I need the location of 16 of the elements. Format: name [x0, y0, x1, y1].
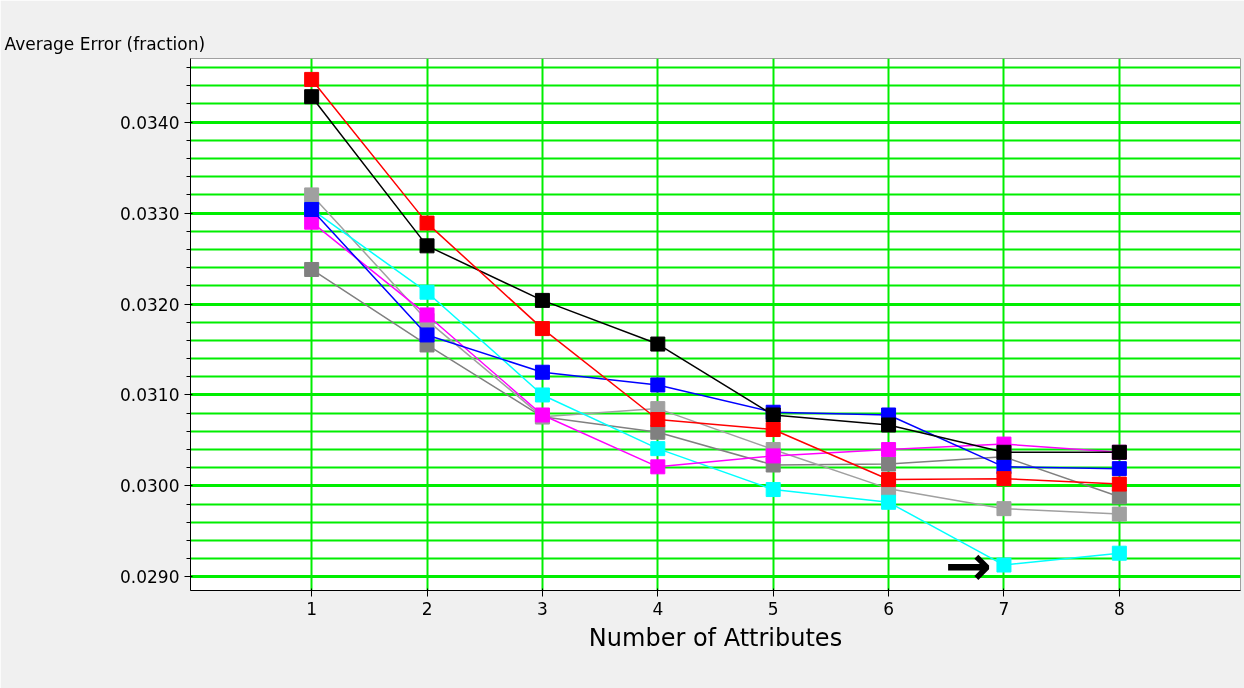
- x-tick-label: 4: [652, 598, 664, 619]
- y-tick-label: 0.0310: [120, 385, 180, 406]
- y-tick-label: 0.0330: [120, 203, 180, 224]
- x-tick-label: 6: [883, 598, 894, 619]
- x-axis-title: Number of Attributes: [588, 623, 843, 652]
- x-tick-label: 3: [537, 598, 548, 619]
- y-tick-label: 0.0340: [120, 112, 180, 133]
- y-tick-label: 0.0300: [120, 476, 180, 497]
- x-tick-label: 7: [998, 598, 1010, 619]
- x-tick-label: 1: [306, 598, 318, 619]
- y-tick-label: 0.0320: [120, 294, 180, 315]
- x-tick-label: 5: [767, 598, 779, 619]
- x-tick-label: 2: [421, 598, 433, 619]
- y-tick-label: 0.0290: [120, 567, 180, 588]
- y-axis-title: Average Error (fraction): [4, 33, 206, 54]
- x-tick-label: 8: [1113, 598, 1125, 619]
